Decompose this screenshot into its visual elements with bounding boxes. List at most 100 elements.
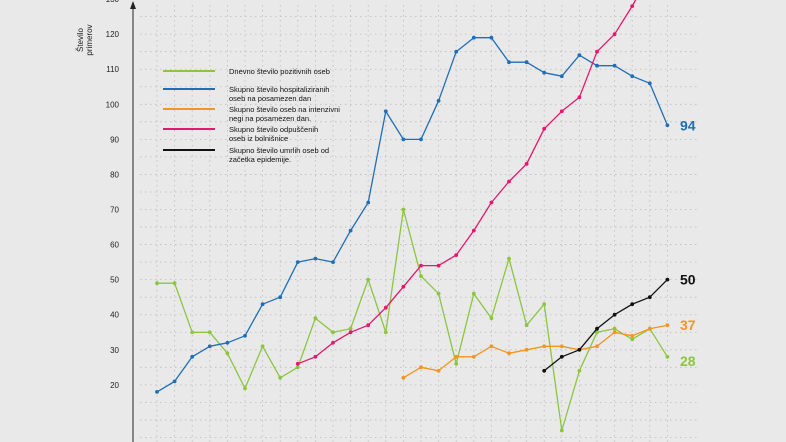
data-point <box>331 340 335 345</box>
data-point <box>489 344 494 349</box>
data-point <box>383 305 388 310</box>
data-point <box>436 98 441 103</box>
legend-label: negi na posamezen dan. <box>229 114 311 123</box>
data-point <box>630 302 635 307</box>
data-point <box>313 354 318 359</box>
data-point <box>295 365 300 370</box>
legend-label: Dnevno število pozitivnih oseb <box>229 67 330 76</box>
data-point <box>471 228 476 233</box>
data-point <box>471 35 476 40</box>
data-point <box>225 340 230 345</box>
data-point <box>665 354 670 359</box>
end-value-label: 94 <box>680 117 696 133</box>
data-point <box>366 200 371 205</box>
data-point <box>401 375 406 380</box>
data-point <box>559 354 564 359</box>
data-point <box>436 368 441 373</box>
data-point <box>295 260 300 264</box>
data-point <box>524 323 529 328</box>
data-point <box>612 32 617 37</box>
data-point <box>331 260 335 264</box>
data-point <box>401 284 406 289</box>
data-point <box>295 361 300 366</box>
data-point <box>612 63 617 68</box>
y-tick-label: 80 <box>110 170 119 179</box>
data-point <box>454 361 459 366</box>
data-point <box>542 302 547 307</box>
data-point <box>577 347 582 352</box>
y-axis-label-line-2: primerov <box>85 24 94 55</box>
data-point <box>612 312 617 317</box>
y-tick-label: 110 <box>106 65 119 74</box>
data-point <box>559 428 564 433</box>
series-line <box>543 279 668 372</box>
y-tick-label: 60 <box>110 241 119 250</box>
data-point <box>612 326 617 331</box>
data-point <box>524 60 529 65</box>
legend: Dnevno število pozitivnih oseb Skupno šte… <box>163 67 340 164</box>
data-point <box>366 277 371 282</box>
data-point <box>313 316 318 321</box>
series-line <box>297 0 637 365</box>
data-point <box>419 263 423 268</box>
data-point <box>348 326 353 331</box>
y-tick-label: 70 <box>110 206 119 215</box>
data-point <box>542 70 547 75</box>
data-point <box>383 109 388 114</box>
data-point <box>172 281 177 286</box>
data-point <box>559 109 564 114</box>
series-line <box>156 37 668 393</box>
data-point <box>366 323 371 328</box>
data-point <box>471 291 476 296</box>
legend-label: Skupno število hospitaliziranih <box>229 85 329 94</box>
y-tick-label: 20 <box>110 381 119 390</box>
data-point <box>507 256 511 261</box>
data-point <box>647 326 652 331</box>
y-tick-labels: 2030405060708090100110120130140 <box>106 0 120 390</box>
data-point <box>577 95 582 100</box>
data-point <box>155 390 159 394</box>
data-point <box>260 302 265 307</box>
data-point <box>647 81 652 86</box>
data-point <box>401 207 406 212</box>
data-point <box>172 379 177 384</box>
legend-label: Skupno število oseb na intenzivni <box>229 105 340 114</box>
data-point <box>190 354 195 359</box>
data-point <box>542 126 547 131</box>
data-point <box>383 330 388 335</box>
y-axis-arrow <box>130 1 136 9</box>
legend-label: Skupno število umrlih oseb od <box>229 146 329 155</box>
data-point <box>190 330 195 335</box>
y-axis-label-line-1: Število <box>76 27 85 52</box>
y-tick-label: 30 <box>110 346 119 355</box>
data-point <box>207 344 212 349</box>
data-point <box>595 49 599 54</box>
data-point <box>489 200 494 205</box>
data-point <box>507 60 511 65</box>
data-point <box>207 330 212 335</box>
data-point <box>278 295 283 300</box>
data-point <box>665 123 670 128</box>
data-point <box>665 323 670 328</box>
data-point <box>489 316 494 321</box>
y-tick-label: 100 <box>106 100 120 109</box>
data-point <box>155 281 159 286</box>
data-point <box>542 344 547 349</box>
data-point <box>595 63 599 68</box>
data-point <box>595 344 599 349</box>
data-point <box>577 53 582 58</box>
data-point <box>630 4 635 8</box>
data-point <box>577 368 582 373</box>
data-point <box>331 330 335 335</box>
data-point <box>243 386 247 391</box>
data-point <box>630 74 635 79</box>
end-value-label: 50 <box>680 272 696 288</box>
data-point <box>630 333 635 338</box>
data-point <box>419 274 423 278</box>
y-tick-label: 90 <box>110 135 119 144</box>
data-point <box>436 291 441 296</box>
data-point <box>665 277 670 282</box>
y-tick-label: 130 <box>106 0 120 4</box>
data-point <box>401 137 406 142</box>
